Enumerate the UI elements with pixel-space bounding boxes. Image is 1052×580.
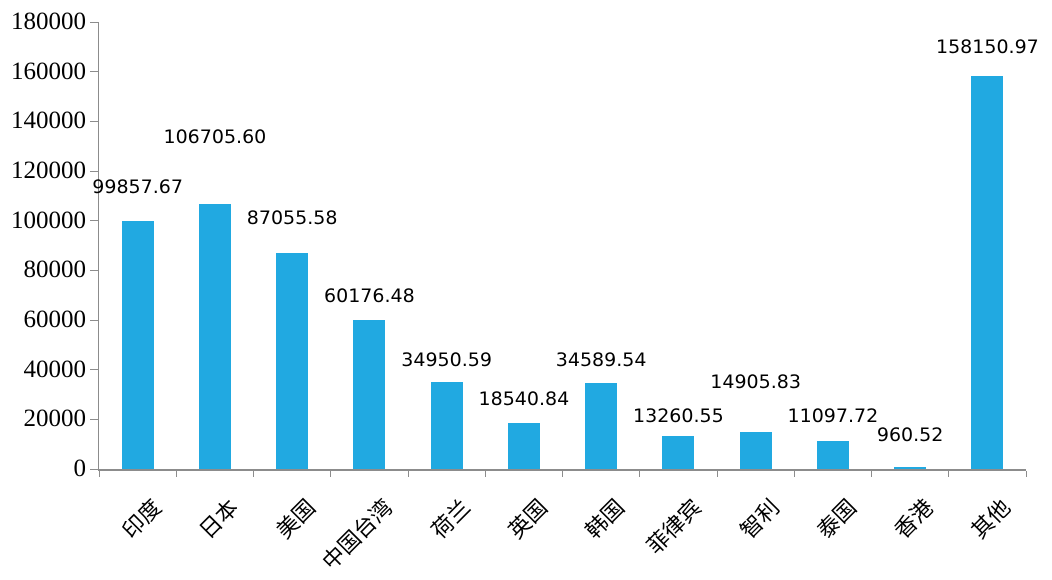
x-category-label: 智利	[735, 495, 785, 545]
bar-value-label: 87055.58	[246, 206, 338, 229]
y-axis-tick-label: 160000	[11, 57, 86, 85]
x-axis-tick	[639, 470, 641, 477]
y-axis-tick	[89, 170, 98, 172]
bar-value-label: 18540.84	[478, 387, 570, 410]
bar-value-label: 60176.48	[324, 284, 415, 307]
y-axis-tick	[89, 269, 98, 271]
x-category-label: 印度	[117, 495, 167, 545]
y-axis-tick-label: 60000	[23, 306, 87, 333]
x-axis-tick	[484, 470, 486, 477]
y-axis-tick	[89, 220, 98, 222]
bar-value-label: 34589.54	[555, 349, 647, 372]
x-category-label: 其他	[967, 495, 1017, 545]
y-axis-tick-label: 20000	[23, 405, 87, 433]
x-axis-tick	[330, 470, 332, 477]
bar	[971, 76, 1004, 469]
y-axis-tick	[89, 120, 98, 122]
x-category-label: 泰国	[813, 495, 862, 545]
y-axis-tick-label: 80000	[23, 256, 87, 284]
bar-value-label: 34950.59	[401, 349, 492, 372]
x-axis-line	[97, 469, 1026, 471]
bar	[353, 319, 386, 469]
bar	[198, 204, 231, 469]
bar	[739, 431, 772, 469]
x-category-label: 香港	[890, 495, 940, 545]
bar-value-label: 14905.83	[710, 370, 801, 393]
bar	[816, 441, 849, 469]
y-axis-line	[97, 22, 99, 471]
bar	[121, 221, 154, 469]
bar	[507, 422, 540, 469]
x-axis-tick	[175, 470, 177, 477]
x-axis-tick	[871, 470, 872, 477]
y-axis-tick-label: 120000	[11, 157, 86, 184]
x-category-label: 菲律宾	[642, 495, 708, 560]
bar	[430, 382, 463, 469]
x-axis-tick	[562, 470, 563, 477]
x-category-label: 中国台湾	[318, 495, 399, 576]
bar	[662, 436, 695, 469]
x-axis-tick	[948, 470, 950, 477]
y-axis-tick-label: 0	[73, 455, 87, 482]
x-category-label: 美国	[272, 495, 322, 545]
x-category-label: 荷兰	[426, 495, 476, 545]
y-axis-tick-label: 180000	[11, 8, 86, 35]
bar-value-label: 11097.72	[787, 405, 879, 428]
y-axis-tick	[89, 369, 98, 371]
y-axis-tick-label: 100000	[11, 206, 86, 234]
y-axis-tick	[89, 418, 98, 420]
y-axis-tick-label: 140000	[11, 107, 86, 135]
y-axis-tick-label: 40000	[23, 355, 87, 383]
bar-value-label: 99857.67	[92, 176, 183, 199]
x-axis-tick	[716, 470, 718, 477]
bar-value-label: 13260.55	[633, 405, 724, 428]
x-category-label: 英国	[504, 495, 553, 545]
x-category-label: 韩国	[581, 495, 631, 545]
x-axis-tick	[98, 470, 100, 477]
bar-value-label: 158150.97	[936, 36, 1039, 59]
x-axis-tick	[1025, 470, 1027, 477]
y-axis-tick	[89, 21, 98, 23]
bar-value-label: 106705.60	[163, 126, 267, 148]
y-axis-tick	[89, 468, 98, 470]
x-axis-tick	[407, 470, 409, 477]
y-axis-tick	[89, 71, 98, 73]
bar-value-label: 960.52	[876, 423, 944, 446]
bar	[585, 383, 618, 469]
x-axis-tick	[793, 470, 795, 477]
bar	[894, 466, 927, 469]
bar	[276, 252, 309, 469]
x-axis-tick	[253, 470, 254, 477]
x-category-label: 日本	[195, 495, 244, 545]
y-axis-tick	[89, 319, 98, 321]
